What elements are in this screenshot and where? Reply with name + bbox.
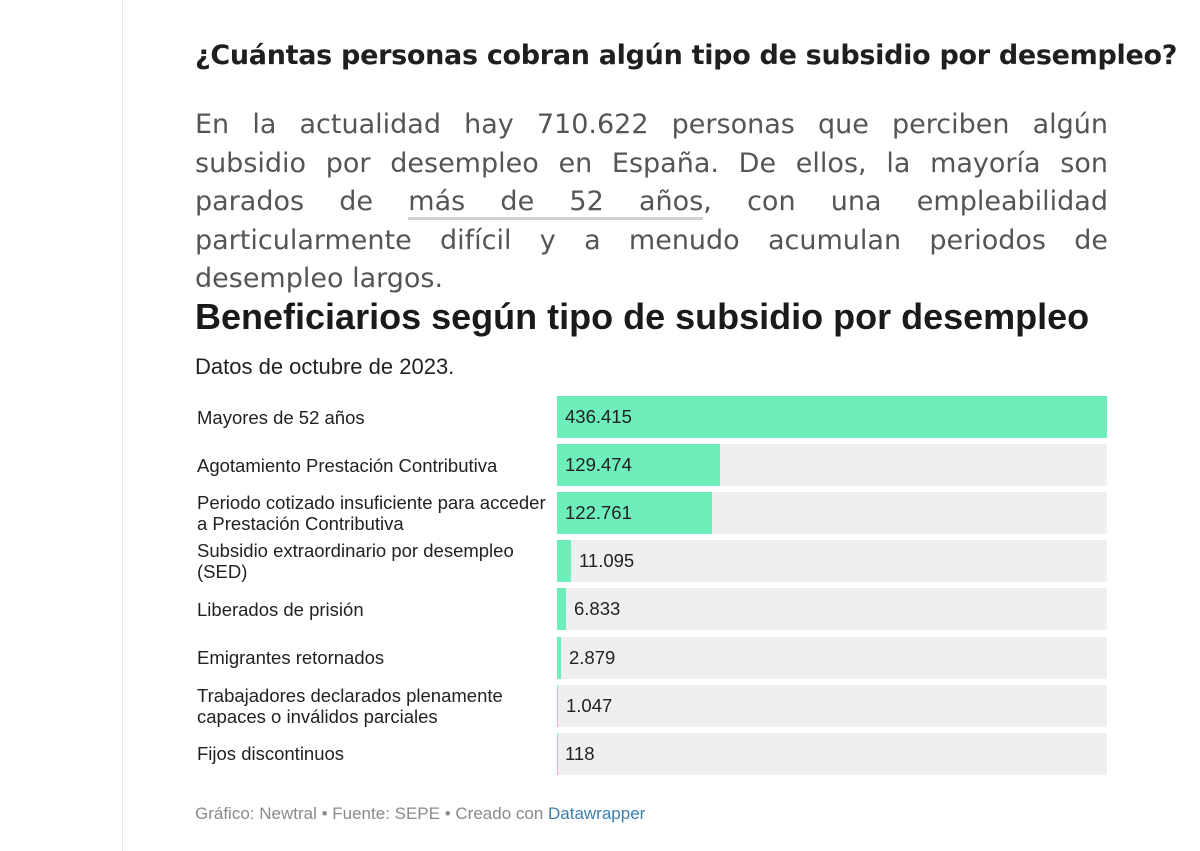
bar — [557, 588, 566, 631]
chart-footer: Gráfico: Newtral • Fuente: SEPE • Creado… — [195, 804, 645, 824]
bar-category-label: Mayores de 52 años — [197, 406, 365, 428]
bar-value-label: 1.047 — [566, 694, 613, 716]
bar-track: 2.879 — [557, 636, 1107, 679]
bar-track: 118 — [557, 732, 1107, 775]
bar — [557, 444, 721, 487]
bar-value-label: 11.095 — [579, 550, 635, 572]
bar-track: 436.415 — [557, 396, 1107, 438]
bar-category-label: Subsidio extraordinario por desempleo (S… — [197, 540, 514, 583]
bar-row: Fijos discontinuos 118 — [195, 732, 1108, 775]
bar-row: Emigrantes retornados 2.879 — [195, 636, 1108, 679]
bar-row: Agotamiento Prestación Contributiva 129.4… — [195, 444, 1108, 487]
bar — [557, 492, 712, 535]
bar-value-label: 129.474 — [565, 454, 632, 476]
footer-credit: Gráfico: Newtral • Fuente: SEPE • Creado… — [195, 804, 548, 823]
bar-category-label: Liberados de prisión — [197, 598, 364, 620]
bar-row: Mayores de 52 años 436.415 — [195, 396, 1108, 438]
bar-category-label: Emigrantes retornados — [197, 647, 385, 668]
bar — [557, 396, 1107, 438]
bar-row: Subsidio extraordinario por desempleo (S… — [195, 540, 1108, 583]
bar-track: 129.474 — [557, 444, 1107, 487]
bar-value-label: 6.833 — [574, 598, 621, 620]
bar-value-label: 436.415 — [565, 406, 632, 427]
datawrapper-link[interactable]: Datawrapper — [548, 804, 646, 823]
bar-track: 6.833 — [557, 588, 1107, 631]
bar-category-label: Trabajadores declarados plenamente capac… — [197, 684, 503, 727]
bar-track: 122.761 — [557, 492, 1107, 535]
bar-category-label: Agotamiento Prestación Contributiva — [197, 454, 498, 476]
bar — [557, 540, 571, 583]
chart-title: Beneficiarios según tipo de subsidio por… — [195, 296, 1090, 337]
bar-row: Periodo cotizado insuficiente para acced… — [195, 492, 1108, 535]
bar-track: 11.095 — [557, 540, 1107, 583]
bar — [557, 636, 561, 679]
bar-category-label: Fijos discontinuos — [197, 743, 345, 765]
paragraph-text-end: , con una empleabilidad particularmente … — [195, 186, 1108, 294]
chart-subtitle: Datos de octubre de 2023. — [195, 354, 455, 379]
mas-de-52-link[interactable]: más de 52 años — [408, 186, 704, 220]
article-paragraph: En la actualidad hay 710.622 personas qu… — [195, 106, 1108, 299]
bar-row: Liberados de prisión 6.833 — [195, 588, 1108, 631]
paragraph-text-start: En la actualidad hay 710.622 personas qu… — [195, 109, 1108, 217]
bar-value-label: 122.761 — [565, 502, 632, 524]
bar — [557, 684, 559, 727]
bar-value-label: 118 — [565, 742, 595, 764]
left-column-divider — [122, 0, 123, 851]
bar-category-label: Periodo cotizado insuficiente para acced… — [197, 492, 546, 535]
bar-row: Trabajadores declarados plenamente capac… — [195, 684, 1108, 727]
bar-value-label: 2.879 — [569, 646, 616, 668]
bar-track: 1.047 — [557, 684, 1107, 727]
article-heading: ¿Cuántas personas cobran algún tipo de s… — [195, 40, 1178, 71]
